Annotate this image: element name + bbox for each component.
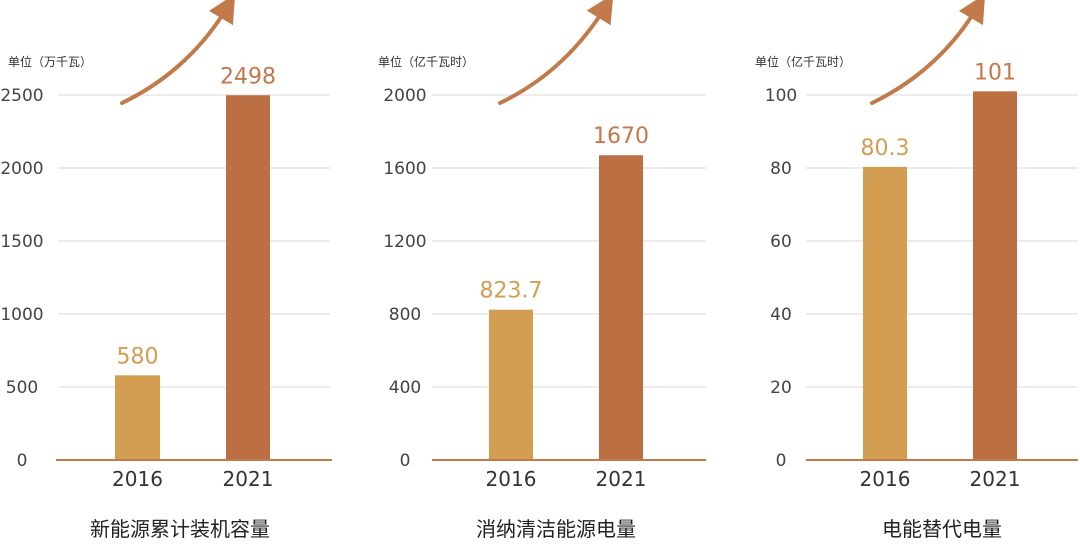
chart-title: 电能替代电量 (882, 517, 1002, 541)
x-tick-label: 2021 (223, 467, 274, 491)
bar-2021 (973, 91, 1017, 460)
bar-2021 (599, 155, 643, 460)
y-tick-label: 100 (765, 86, 797, 106)
y-tick-label: 800 (389, 305, 421, 325)
y-tick-label: 1500 (0, 232, 43, 252)
bar-value-label: 101 (974, 60, 1016, 85)
unit-label: 单位（亿千瓦时） (755, 54, 851, 69)
bar-2016 (489, 309, 533, 460)
unit-label: 单位（万千瓦） (8, 54, 92, 69)
y-tick-label: 0 (776, 451, 787, 471)
bar-value-label: 580 (117, 344, 159, 369)
bar-value-label: 2498 (220, 64, 276, 89)
y-tick-label: 2000 (383, 86, 426, 106)
y-tick-label: 2500 (0, 86, 43, 106)
y-tick-label: 2000 (0, 159, 43, 179)
y-tick-label: 60 (770, 232, 792, 252)
y-tick-label: 0 (17, 451, 28, 471)
trend-arrow-icon (870, 0, 986, 105)
trend-arrow-icon (120, 0, 236, 105)
bar-value-label: 80.3 (861, 136, 910, 161)
trend-arrow-icon (498, 0, 614, 105)
x-tick-label: 2021 (596, 467, 647, 491)
chart-panel-3: 0 20 40 60 80 100 单位（亿千瓦时） 80.3 2016 101 2021 电能替代电… (755, 0, 1078, 541)
bar-2016 (115, 375, 160, 460)
y-tick-label: 20 (770, 378, 792, 398)
bar-2016 (863, 166, 907, 460)
x-tick-label: 2016 (860, 467, 911, 491)
y-tick-label: 1200 (383, 232, 426, 252)
y-tick-label: 500 (6, 378, 38, 398)
unit-label: 单位（亿千瓦时） (378, 54, 474, 69)
x-tick-label: 2016 (112, 467, 163, 491)
chart-panel-2: 0 400 800 1200 1600 2000 单位（亿千瓦时） 823.7 2016 1670… (378, 0, 706, 541)
bar-value-label: 1670 (593, 124, 649, 149)
chart-title: 消纳清洁能源电量 (476, 517, 636, 541)
chart-panel-1: 0 500 1000 1500 2000 2500 单位（万千瓦） 580 2016 2498 20… (0, 0, 332, 541)
bar-2021 (226, 95, 270, 461)
chart-title: 新能源累计装机容量 (90, 517, 270, 541)
y-tick-label: 80 (770, 159, 792, 179)
y-tick-label: 1600 (383, 159, 426, 179)
bar-value-label: 823.7 (480, 279, 543, 304)
x-tick-label: 2021 (970, 467, 1021, 491)
y-tick-label: 400 (389, 378, 421, 398)
x-tick-label: 2016 (486, 467, 537, 491)
y-tick-label: 1000 (0, 305, 43, 325)
y-tick-label: 40 (770, 305, 792, 325)
y-tick-label: 0 (400, 451, 411, 471)
